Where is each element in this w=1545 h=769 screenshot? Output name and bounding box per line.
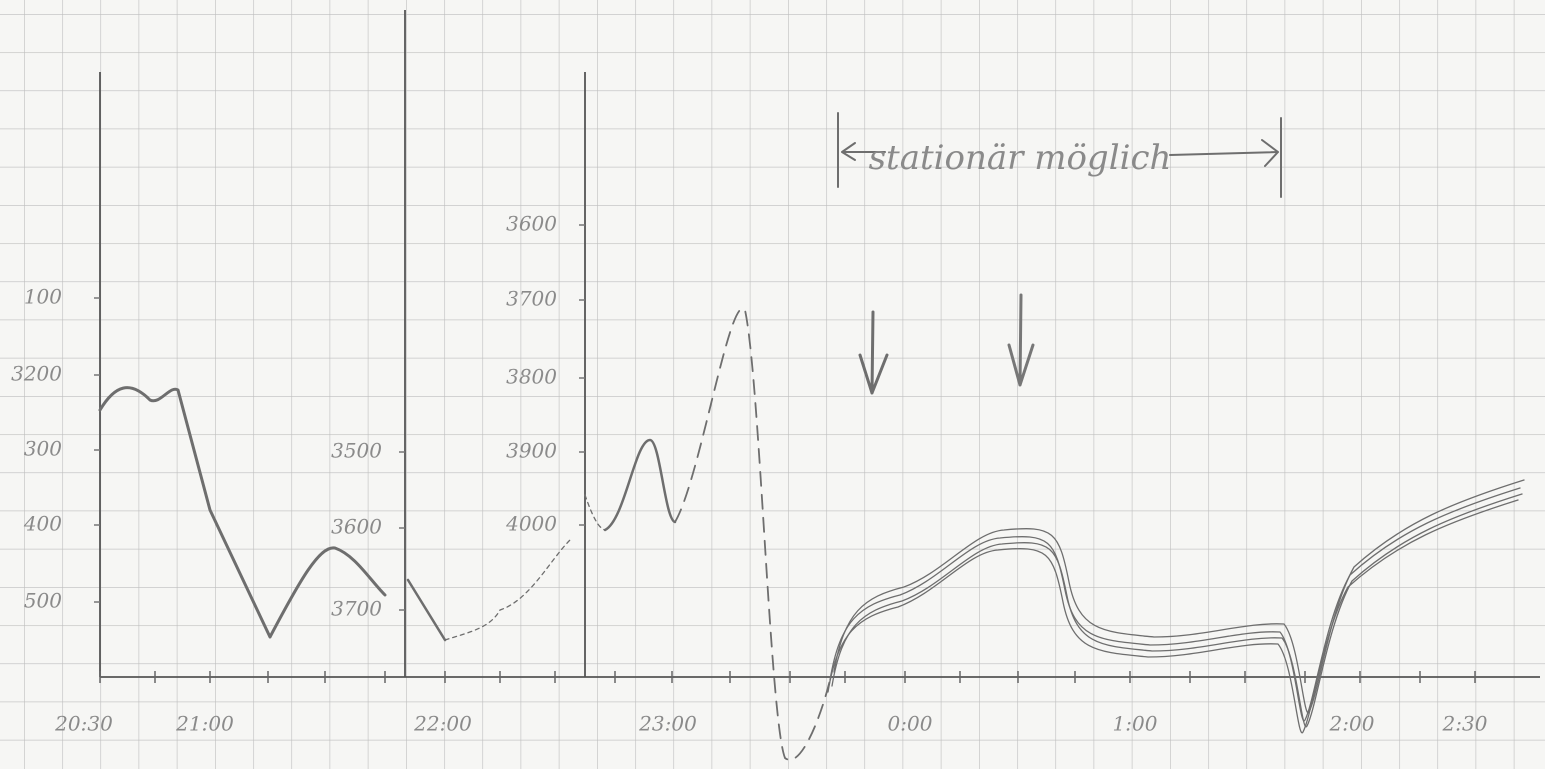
axis-label: 400	[23, 512, 62, 536]
axis-label: 300	[24, 437, 62, 461]
axis-label: 3800	[506, 365, 557, 389]
curves	[98, 307, 1525, 761]
time-label: 22:00	[413, 712, 472, 736]
axis-label: 500	[24, 589, 62, 613]
annotation-text: stationär möglich	[869, 138, 1172, 178]
time-label: 1:00	[1113, 712, 1158, 736]
time-label: 21:00	[175, 712, 234, 736]
axis-label: 3700	[506, 287, 557, 311]
axis-label: 3500	[331, 439, 382, 463]
axis-label: 3700	[331, 597, 382, 621]
axis-label: 3600	[331, 515, 382, 539]
axis-label: 3200	[11, 362, 62, 386]
axis-label: 3900	[506, 439, 557, 463]
time-label: 2:00	[1329, 712, 1375, 736]
time-label: 20:30	[54, 712, 113, 736]
time-label: 0:00	[888, 712, 933, 736]
axis-label: 4000	[505, 512, 557, 536]
axis-label: 3600	[506, 212, 557, 236]
down-arrows	[858, 293, 1035, 395]
axis-label: 100	[24, 285, 62, 309]
time-label: 23:00	[638, 712, 697, 736]
time-label: 2:30	[1442, 712, 1488, 736]
annotation-bracket	[837, 112, 1282, 198]
